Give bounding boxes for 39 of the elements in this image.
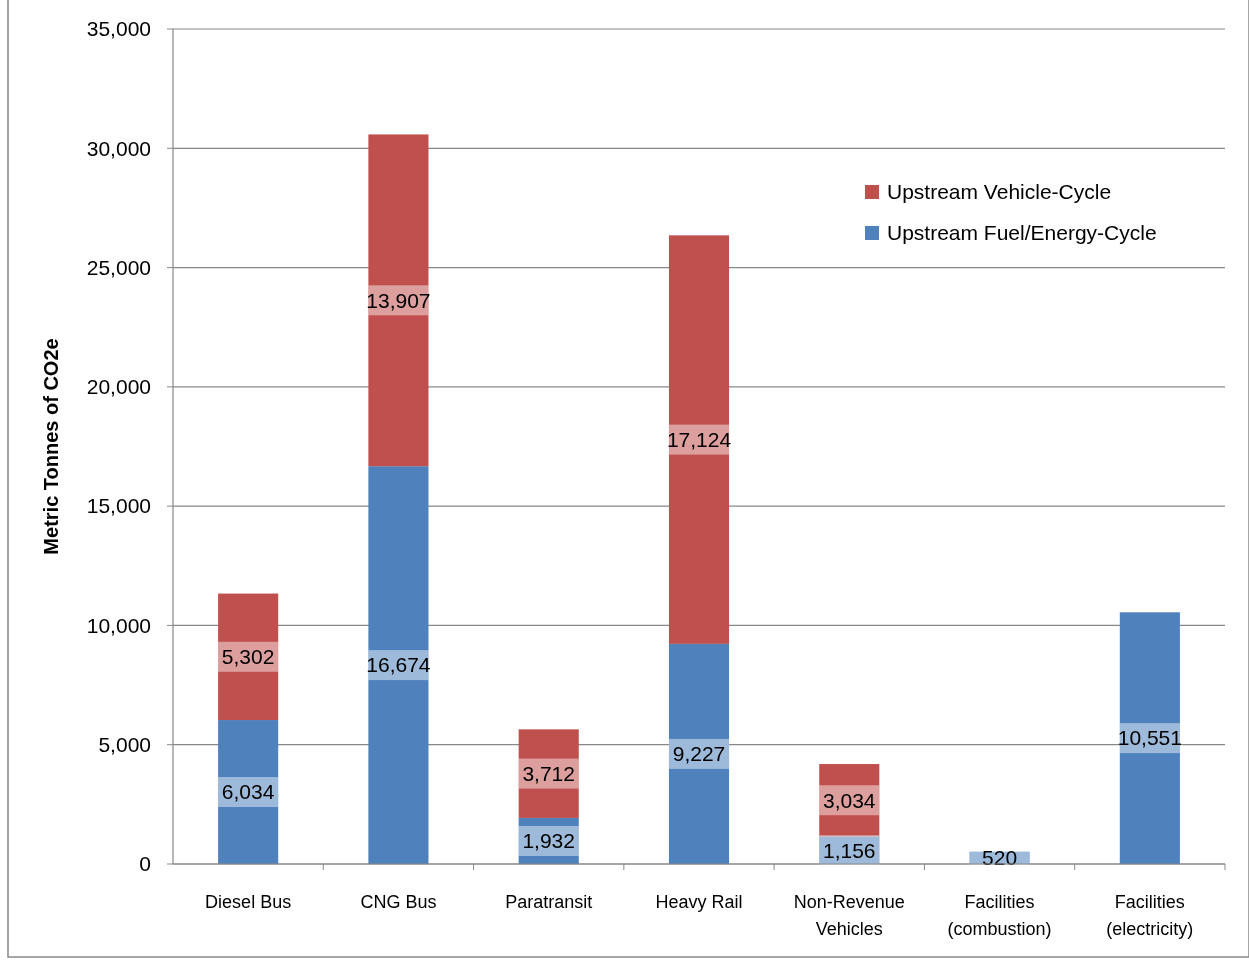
y-tick-label: 35,000 <box>86 17 151 41</box>
y-tick-label: 0 <box>139 852 151 876</box>
data-label: 3,712 <box>522 761 575 785</box>
x-tick-label: Paratransit <box>505 892 593 912</box>
data-label: 13,907 <box>366 288 431 312</box>
x-tick-label: CNG Bus <box>360 892 437 912</box>
data-label: 6,034 <box>221 780 275 804</box>
data-label: 3,034 <box>823 788 876 812</box>
y-tick-label: 10,000 <box>86 613 151 637</box>
bar <box>368 466 429 864</box>
y-tick-label: 30,000 <box>86 136 151 160</box>
bar <box>218 720 279 864</box>
y-tick-label: 25,000 <box>86 255 151 279</box>
y-axis-title: Metric Tonnes of CO2e <box>40 338 62 555</box>
x-tick-label: Non-Revenue Vehicles <box>793 892 905 939</box>
y-tick-label: 5,000 <box>98 733 151 757</box>
x-tick-label: Heavy Rail <box>655 892 743 912</box>
y-tick-label: 20,000 <box>86 375 151 399</box>
data-label: 9,227 <box>672 742 726 766</box>
x-tick-label: Diesel Bus <box>205 892 292 912</box>
y-tick-label: 15,000 <box>86 494 151 518</box>
data-label: 17,124 <box>666 427 732 451</box>
bar <box>1119 612 1180 864</box>
legend-label: Upstream Fuel/Energy-Cycle <box>887 221 1157 245</box>
data-label: 16,674 <box>366 653 431 677</box>
data-label: 1,932 <box>522 829 575 853</box>
data-label: 1,156 <box>823 838 876 862</box>
bar <box>819 764 880 837</box>
bar <box>218 593 279 721</box>
x-tick-label: Facilities (electricity) <box>1106 892 1194 939</box>
data-label: 10,551 <box>1117 726 1182 750</box>
bar <box>668 235 730 644</box>
data-label: 5,302 <box>221 645 275 669</box>
bar <box>668 643 730 864</box>
data-label: 520 <box>982 846 1018 870</box>
bar <box>518 729 579 818</box>
bar <box>368 134 429 467</box>
legend-label: Upstream Vehicle-Cycle <box>887 180 1112 204</box>
x-tick-label: Facilities (combustion) <box>947 892 1052 939</box>
